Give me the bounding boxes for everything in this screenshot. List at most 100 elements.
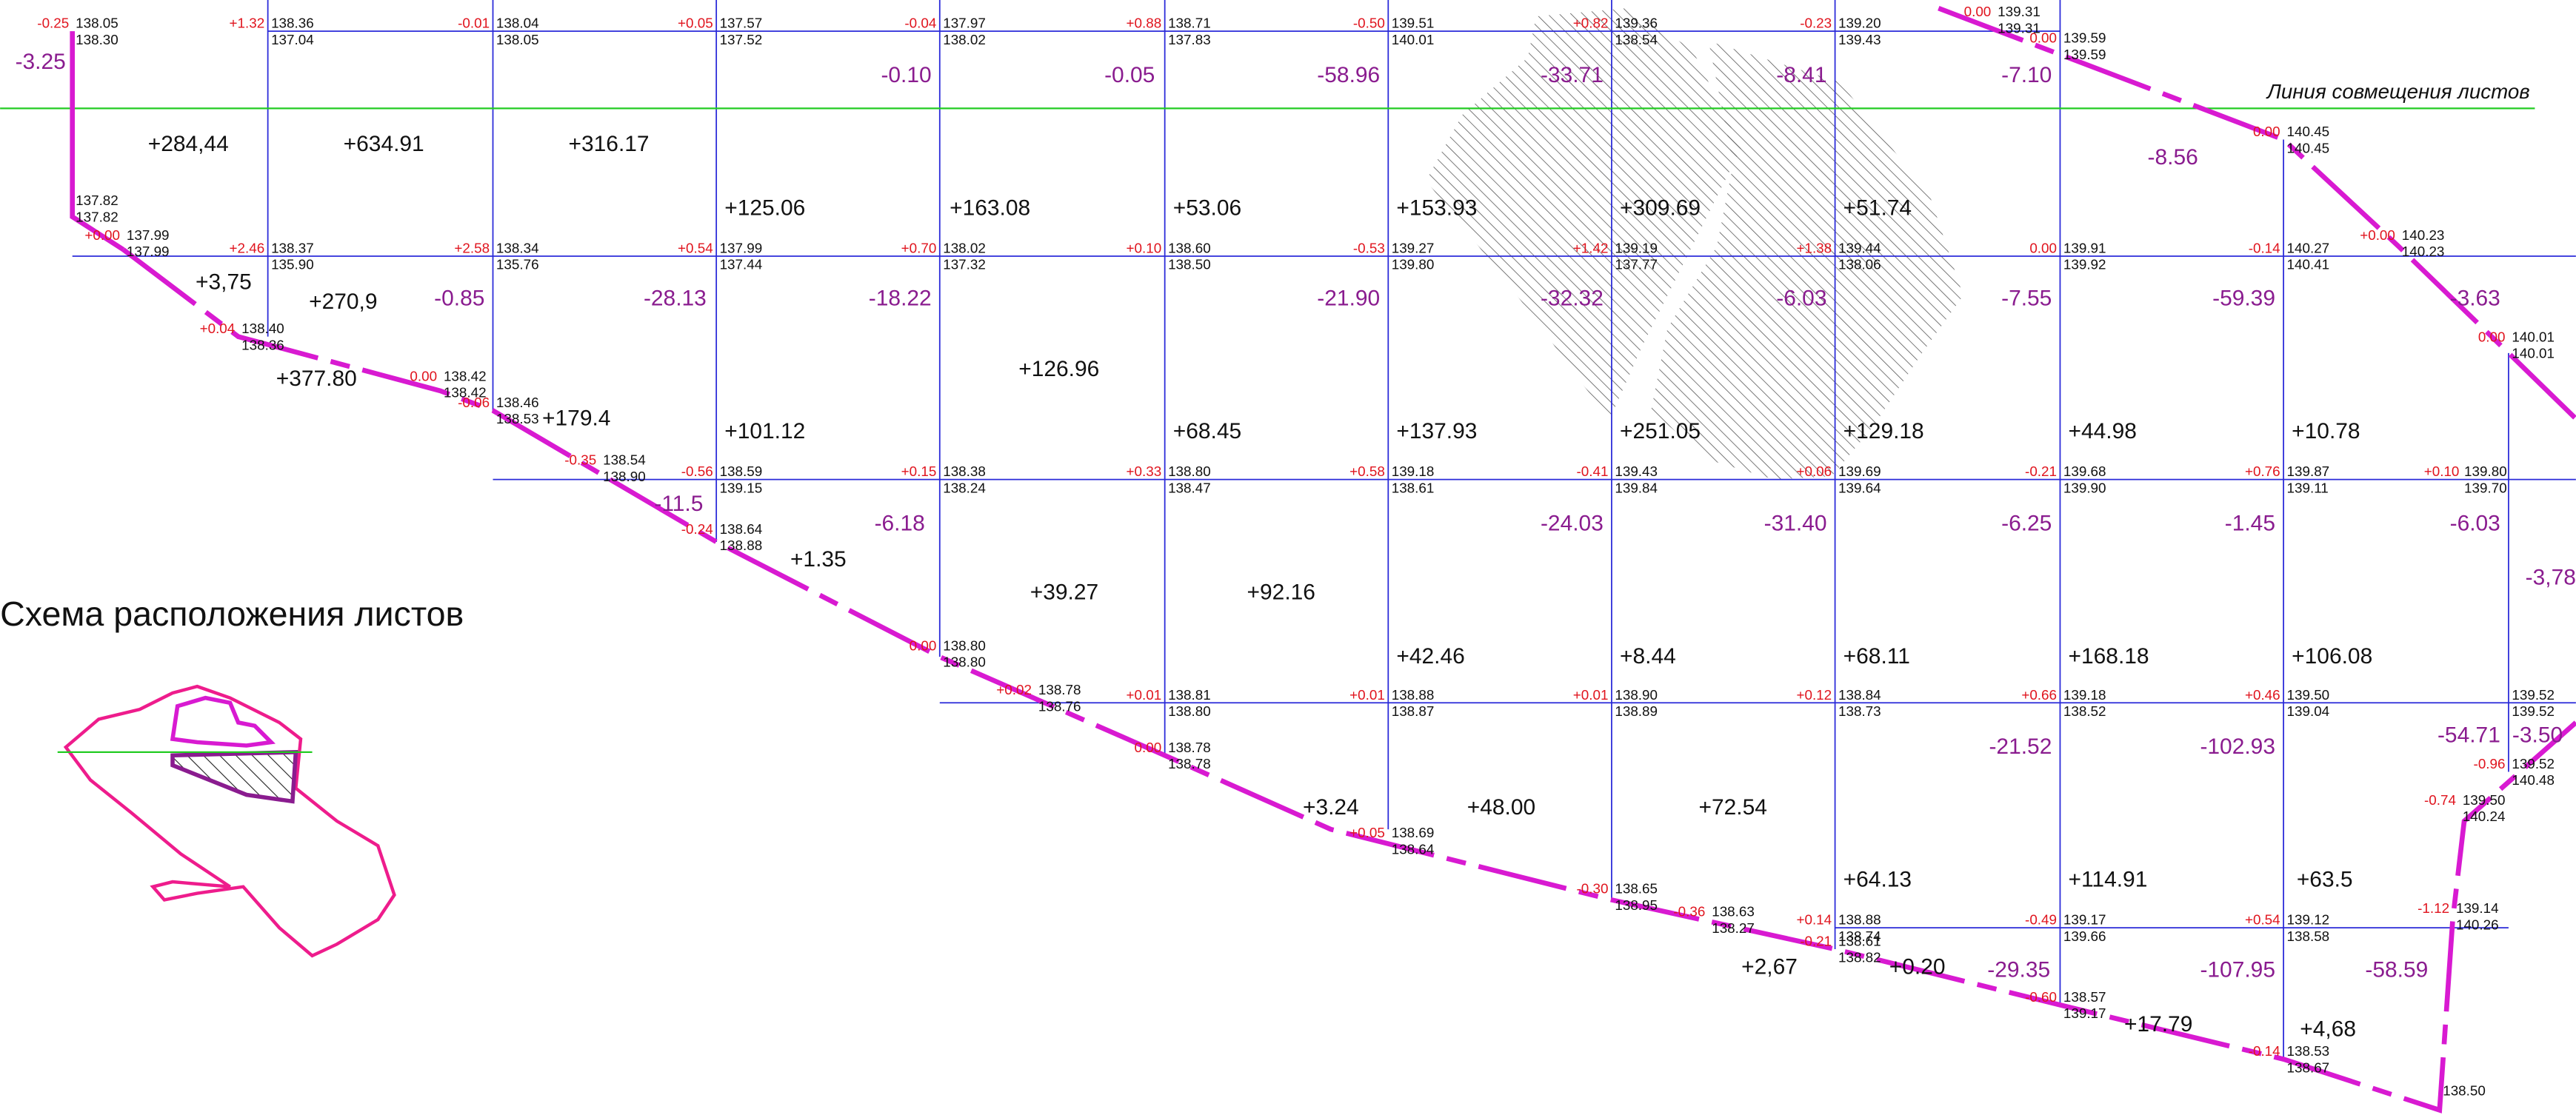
design-elevation: 139.52 bbox=[2512, 756, 2555, 771]
boundary bbox=[70, 5, 2576, 1114]
work-mark: -0.04 bbox=[904, 16, 936, 31]
fill-volume: +1.35 bbox=[790, 547, 847, 572]
ground-elevation: 140.01 bbox=[1392, 32, 1435, 47]
work-mark: +0.10 bbox=[1127, 241, 1162, 256]
design-elevation: 138.54 bbox=[603, 452, 646, 468]
work-mark: +0.46 bbox=[2245, 687, 2280, 703]
work-mark: +0.15 bbox=[901, 463, 937, 479]
cut-volume: -6.18 bbox=[875, 511, 925, 535]
work-mark: +0.12 bbox=[1796, 687, 1832, 703]
work-mark: 0.00 bbox=[2478, 329, 2506, 344]
cut-volume: -102.93 bbox=[2200, 734, 2275, 759]
ground-elevation: 138.05 bbox=[496, 32, 539, 47]
design-elevation: 139.51 bbox=[1392, 16, 1435, 31]
work-mark: 0.00 bbox=[1135, 740, 1162, 755]
cut-volume: -6.25 bbox=[2001, 511, 2052, 535]
fill-volume: +51.74 bbox=[1843, 196, 1912, 221]
work-mark: 0.00 bbox=[2029, 30, 2057, 46]
ground-elevation: 137.83 bbox=[1168, 32, 1211, 47]
design-elevation: 138.02 bbox=[943, 241, 986, 256]
cut-volume: -3.63 bbox=[2450, 287, 2500, 311]
ground-elevation: 140.24 bbox=[2463, 808, 2506, 824]
ground-elevation: 137.99 bbox=[127, 244, 170, 259]
design-elevation: 138.34 bbox=[496, 241, 539, 256]
design-elevation: 139.87 bbox=[2287, 463, 2330, 479]
design-elevation: 138.78 bbox=[1038, 682, 1081, 697]
cut-volume: -3.50 bbox=[2512, 723, 2563, 748]
fill-volume: +10.78 bbox=[2292, 419, 2360, 443]
design-elevation: 139.91 bbox=[2063, 241, 2106, 256]
work-mark: -0.21 bbox=[1800, 934, 1832, 949]
design-elevation: 138.59 bbox=[720, 463, 763, 479]
work-mark: -0.74 bbox=[2424, 792, 2456, 808]
design-elevation: 139.17 bbox=[2063, 912, 2106, 928]
design-elevation: 139.20 bbox=[1838, 16, 1881, 31]
cut-volume: -0.05 bbox=[1104, 63, 1155, 87]
ground-elevation: 138.61 bbox=[1392, 480, 1435, 495]
design-elevation: 138.80 bbox=[1168, 463, 1211, 479]
design-elevation: 138.36 bbox=[271, 16, 314, 31]
work-mark: +0.82 bbox=[1573, 16, 1609, 31]
cut-volume: -32.32 bbox=[1541, 287, 1604, 311]
design-elevation: 140.23 bbox=[2402, 227, 2445, 243]
fill-volume: +8.44 bbox=[1620, 644, 1676, 669]
cut-volume: -1.45 bbox=[2225, 511, 2275, 535]
ground-elevation: 138.64 bbox=[1392, 841, 1435, 857]
work-mark: +0.88 bbox=[1127, 16, 1162, 31]
design-elevation: 137.57 bbox=[720, 16, 763, 31]
cut-volume: -58.59 bbox=[2365, 958, 2428, 982]
grid bbox=[72, 0, 2576, 1059]
work-mark: -0.49 bbox=[2025, 912, 2057, 928]
work-mark: -0.53 bbox=[1353, 241, 1385, 256]
work-mark: +0.01 bbox=[1127, 687, 1162, 703]
ground-elevation: 139.17 bbox=[2063, 1005, 2106, 1021]
design-elevation: 138.88 bbox=[1838, 912, 1881, 928]
ground-elevation: 138.87 bbox=[1392, 703, 1435, 719]
design-elevation: 140.01 bbox=[2512, 329, 2555, 344]
fill-volume: +92.16 bbox=[1247, 580, 1315, 605]
ground-elevation: 138.80 bbox=[943, 654, 986, 669]
work-mark: +0.54 bbox=[2245, 912, 2280, 928]
layout-title: Схема расположения листов bbox=[0, 595, 464, 633]
fill-volume: +163.08 bbox=[950, 196, 1030, 221]
design-elevation: 138.61 bbox=[1838, 934, 1881, 949]
cut-volume: -3.25 bbox=[16, 50, 66, 74]
ground-elevation: 137.44 bbox=[720, 257, 763, 272]
cut-volume: -18.22 bbox=[869, 287, 932, 311]
work-mark: +0.14 bbox=[1796, 912, 1832, 928]
design-elevation: 138.40 bbox=[241, 321, 284, 336]
sheet-layout-scheme bbox=[57, 684, 396, 958]
work-mark: +0.04 bbox=[200, 321, 236, 336]
fill-volume: +125.06 bbox=[724, 196, 805, 221]
work-mark: 0.00 bbox=[910, 637, 937, 653]
fill-volume: +284,44 bbox=[148, 132, 229, 156]
design-elevation: 138.84 bbox=[1838, 687, 1881, 703]
ground-elevation: 140.45 bbox=[2287, 140, 2330, 155]
cut-volume: -7.10 bbox=[2001, 63, 2052, 87]
design-elevation: 138.46 bbox=[496, 395, 539, 410]
cut-volume: -107.95 bbox=[2200, 958, 2275, 982]
ground-elevation: 139.80 bbox=[1392, 257, 1435, 272]
fill-volume: +68.11 bbox=[1843, 644, 1910, 669]
cut-volume: -3,78 bbox=[2526, 566, 2576, 590]
design-elevation: 138.04 bbox=[496, 16, 539, 31]
ground-elevation: 138.89 bbox=[1615, 703, 1658, 719]
design-elevation: 138.78 bbox=[1168, 740, 1211, 755]
fill-volume: +106.08 bbox=[2292, 644, 2372, 669]
ground-elevation: 139.15 bbox=[720, 480, 763, 495]
fill-volume: +3.24 bbox=[1303, 795, 1359, 820]
ground-elevation: 138.42 bbox=[444, 385, 487, 401]
fill-volume: +4,68 bbox=[2300, 1017, 2356, 1042]
cut-volume: -29.35 bbox=[1987, 958, 2050, 982]
work-mark: -0.21 bbox=[2025, 463, 2057, 479]
fill-volume: +251.05 bbox=[1620, 419, 1701, 443]
fill-volume: +42.46 bbox=[1396, 644, 1464, 669]
design-elevation: 138.57 bbox=[2063, 989, 2106, 1005]
design-elevation: 139.59 bbox=[2063, 30, 2106, 46]
work-mark: -0.14 bbox=[2249, 241, 2280, 256]
design-elevation: 139.18 bbox=[1392, 463, 1435, 479]
cut-volume: -33.71 bbox=[1541, 63, 1604, 87]
fill-volume: +39.27 bbox=[1030, 580, 1098, 605]
work-mark: +0.66 bbox=[2021, 687, 2057, 703]
ground-elevation: 139.52 bbox=[2512, 703, 2555, 719]
